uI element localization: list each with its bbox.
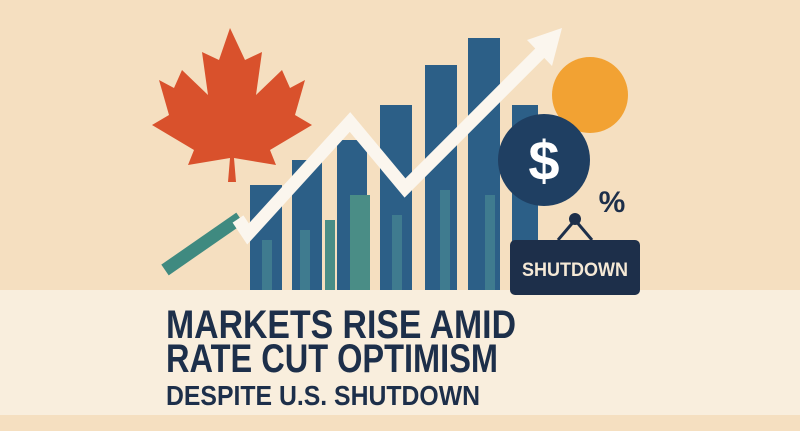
trend-arrow (232, 43, 550, 245)
sign-hook (569, 213, 581, 225)
sign-label: SHUTDOWN (522, 260, 628, 281)
percent-sign: % (599, 186, 626, 219)
bar-group (250, 38, 538, 290)
headline-line: RATE CUT OPTIMISM (166, 337, 498, 381)
bar (325, 220, 335, 290)
dollar-circle (498, 114, 590, 206)
arrow-tail (161, 212, 244, 276)
bar (300, 230, 310, 290)
bar (468, 38, 500, 290)
bar (485, 195, 495, 290)
bar (440, 190, 450, 290)
arrow-head (527, 28, 562, 66)
bar (392, 215, 402, 290)
dollar-sign: $ (528, 129, 559, 192)
headline-band (0, 290, 800, 415)
sign-board (510, 240, 640, 295)
bar (350, 195, 370, 290)
bar (262, 240, 272, 290)
sun-circle (552, 57, 628, 133)
maple-leaf (152, 28, 312, 182)
headline-line: MARKETS RISE AMID (166, 303, 516, 347)
headline-subline: DESPITE U.S. SHUTDOWN (166, 380, 480, 411)
